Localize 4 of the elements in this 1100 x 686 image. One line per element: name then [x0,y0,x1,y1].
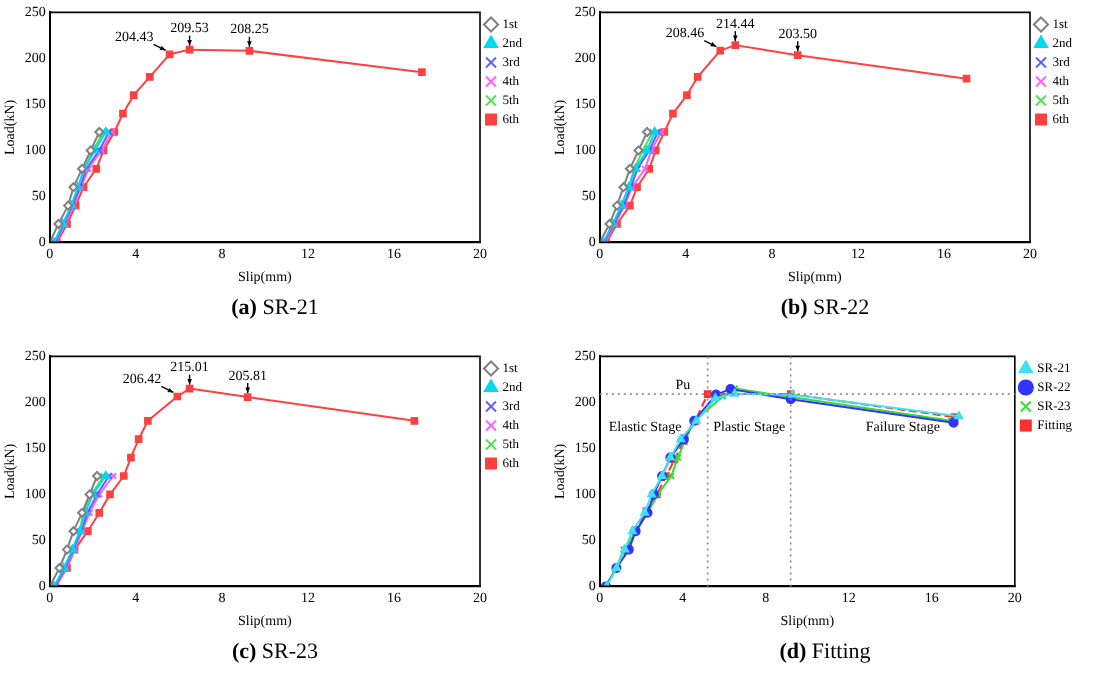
text: (d) Fitting [779,639,871,663]
text: (b) SR-22 [780,296,870,320]
text: (c) SR-23 [231,639,319,663]
text: (a) SR-21 [231,296,319,320]
